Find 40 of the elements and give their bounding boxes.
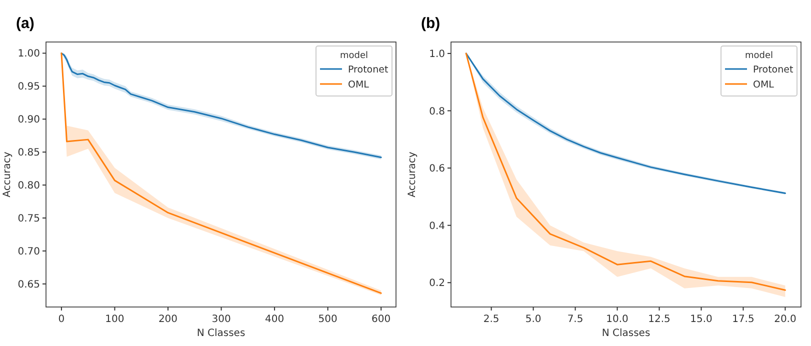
y-axis-title: Accuracy [407,152,418,198]
x-tick-label: 400 [264,314,284,325]
chart-title: (a) [16,15,34,32]
x-tick-label: 2.5 [483,314,500,325]
legend-label: OML [753,80,775,90]
y-tick-label: 1.0 [429,48,445,60]
y-tick-label: 0.6 [429,164,445,175]
x-axis-title: N Classes [602,328,650,339]
y-tick-label: 0.8 [429,106,445,118]
y-tick-label: 0.95 [18,82,40,93]
y-tick-label: 0.70 [18,246,40,258]
x-tick-label: 12.5 [648,314,670,325]
x-tick-label: 300 [212,314,231,325]
y-tick-label: 0.65 [18,279,40,290]
x-tick-label: 600 [372,314,391,325]
y-tick-label: 0.85 [18,148,40,159]
x-tick-label: 100 [105,314,124,325]
x-tick-label: 0 [58,314,65,325]
x-tick-label: 200 [158,314,178,325]
legend-title: model [744,51,774,61]
legend-label: OML [348,80,370,90]
legend-label: Protonet [348,64,388,76]
y-tick-label: 0.4 [429,220,445,232]
legend-title: model [340,51,368,61]
x-tick-label: 15.0 [690,314,712,325]
y-tick-label: 0.2 [429,278,445,290]
x-tick-label: 7.5 [567,314,584,325]
y-axis-title: Accuracy [2,152,13,198]
x-axis-title: N Classes [196,328,246,339]
x-tick-label: 10.0 [606,314,628,325]
y-tick-label: 0.75 [18,214,40,225]
y-tick-label: 1.00 [18,48,40,60]
x-tick-label: 17.5 [732,314,754,325]
y-tick-label: 0.80 [18,180,40,192]
x-tick-label: 5.0 [525,314,542,325]
x-tick-label: 20.0 [774,314,796,325]
y-tick-label: 0.90 [18,114,40,126]
x-tick-label: 500 [318,314,338,325]
legend-label: Protonet [753,64,794,76]
chart-title: (b) [421,15,440,32]
